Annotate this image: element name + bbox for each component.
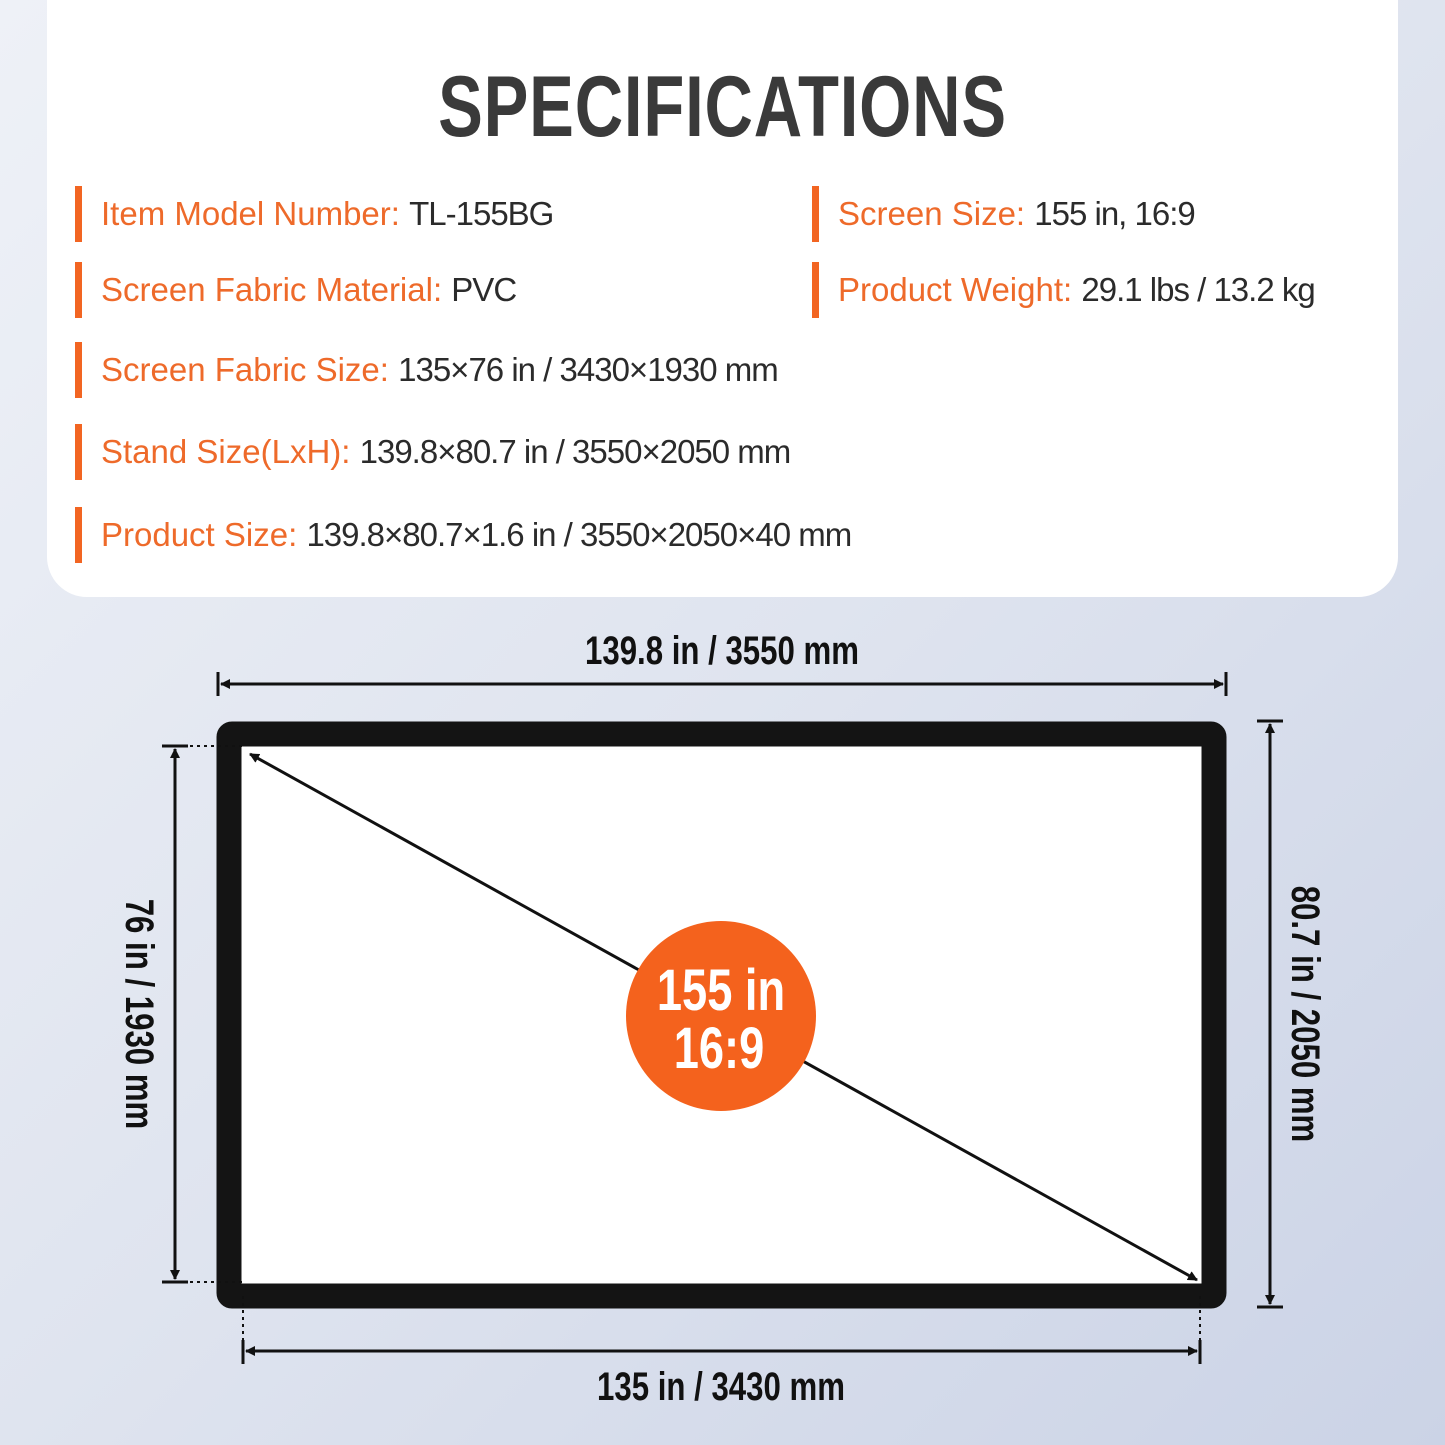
badge-size-text: 155 in [657,959,785,1024]
badge-ratio-text: 16:9 [674,1017,765,1082]
left-height-dimension [162,744,242,1284]
specifications-card [47,0,1398,597]
spec-stand-size: Stand Size(LxH): 139.8×80.7 in / 3550×20… [75,424,791,480]
spec-product-weight: Product Weight: 29.1 lbs / 13.2 kg [812,262,1316,318]
spec-screen-size: Screen Size: 155 in, 16:9 [812,186,1196,242]
spec-fabric-size: Screen Fabric Size: 135×76 in / 3430×193… [75,342,779,398]
right-height-label: 80.7 in / 2050 mm [1283,886,1328,1143]
page-title: SPECIFICATIONS [438,59,1007,155]
bottom-width-label: 135 in / 3430 mm [597,1364,845,1409]
top-width-label: 139.8 in / 3550 mm [585,628,859,673]
size-badge [626,921,816,1111]
spec-fabric-material: Screen Fabric Material: PVC [75,262,517,318]
left-height-label: 76 in / 1930 mm [117,899,162,1130]
bottom-width-dimension [241,1296,1202,1364]
spec-product-size: Product Size: 139.8×80.7×1.6 in / 3550×2… [75,507,852,563]
top-width-dimension [216,672,1228,696]
spec-model-number: Item Model Number: TL-155BG [75,186,554,242]
right-height-dimension [1257,719,1283,1309]
